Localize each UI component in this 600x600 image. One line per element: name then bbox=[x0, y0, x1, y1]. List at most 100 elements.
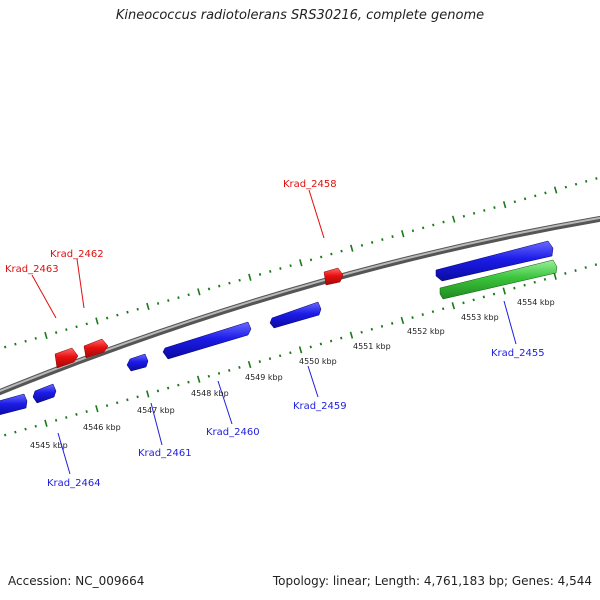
leader-krad-2464 bbox=[57, 432, 71, 475]
gene-label-krad-2455[interactable]: Krad_2455 bbox=[491, 348, 545, 359]
scale-label-4552: 4552 kbp bbox=[407, 327, 445, 336]
minor-tick bbox=[258, 360, 261, 364]
gene-krad-2465-partial[interactable] bbox=[0, 393, 28, 416]
minor-tick bbox=[320, 255, 323, 259]
major-tick bbox=[146, 390, 150, 398]
major-tick bbox=[349, 331, 354, 339]
minor-tick bbox=[24, 339, 27, 343]
minor-tick bbox=[340, 336, 343, 340]
gene-krad-2462[interactable] bbox=[83, 338, 109, 359]
major-tick bbox=[350, 244, 354, 252]
leader-krad-2462 bbox=[76, 258, 85, 309]
minor-tick bbox=[564, 185, 568, 189]
minor-tick bbox=[309, 258, 313, 262]
major-tick bbox=[44, 419, 48, 427]
gene-krad-2464[interactable] bbox=[32, 383, 57, 404]
minor-tick bbox=[309, 345, 312, 349]
minor-tick bbox=[370, 327, 374, 331]
minor-tick bbox=[65, 328, 68, 332]
minor-tick bbox=[34, 336, 37, 340]
accession-label: Accession: NC_009664 bbox=[8, 574, 145, 588]
minor-tick bbox=[493, 206, 496, 209]
minor-tick bbox=[14, 430, 17, 434]
minor-tick bbox=[482, 295, 486, 299]
minor-tick bbox=[523, 283, 526, 287]
gene-label-krad-2464[interactable]: Krad_2464 bbox=[47, 478, 101, 489]
label-leader-lines bbox=[31, 189, 517, 475]
leader-krad-2455 bbox=[503, 300, 517, 345]
major-tick bbox=[197, 288, 201, 296]
major-tick bbox=[248, 273, 252, 281]
minor-tick bbox=[156, 302, 160, 305]
major-tick bbox=[247, 360, 252, 369]
minor-tick bbox=[54, 418, 58, 422]
map-title: Kineococcus radiotolerans SRS30216, comp… bbox=[115, 8, 485, 23]
gene-rna[interactable] bbox=[439, 259, 558, 300]
minor-tick bbox=[167, 299, 170, 302]
leader-krad-2458 bbox=[308, 189, 325, 239]
minor-tick bbox=[513, 200, 517, 204]
scale-label-4545: 4545 kbp bbox=[30, 441, 68, 450]
major-tick bbox=[502, 287, 506, 295]
minor-tick bbox=[289, 351, 292, 355]
major-tick bbox=[146, 302, 150, 311]
gene-krad-2461[interactable] bbox=[126, 353, 149, 372]
gene-krad-2459[interactable] bbox=[269, 301, 322, 329]
genome-backbone-highlight bbox=[0, 216, 600, 393]
gene-label-krad-2462[interactable]: Krad_2462 bbox=[50, 249, 104, 260]
gene-label-krad-2460[interactable]: Krad_2460 bbox=[206, 427, 260, 438]
minor-tick bbox=[75, 325, 78, 329]
scale-labels: 4545 kbp 4546 kbp 4547 kbp 4548 kbp 4549… bbox=[30, 298, 555, 450]
gene-krad-2463[interactable] bbox=[54, 347, 79, 369]
minor-tick bbox=[75, 413, 78, 416]
genome-backbone bbox=[0, 215, 600, 396]
gene-label-krad-2461[interactable]: Krad_2461 bbox=[138, 448, 192, 459]
minor-tick bbox=[380, 324, 384, 328]
minor-tick bbox=[441, 307, 445, 311]
minor-tick bbox=[421, 313, 424, 316]
gene-label-krad-2463[interactable]: Krad_2463 bbox=[5, 264, 59, 275]
minor-tick bbox=[340, 249, 343, 253]
minor-tick bbox=[268, 357, 272, 361]
gene-labels: Krad_2458 Krad_2462 Krad_2463 Krad_2455 … bbox=[5, 179, 545, 489]
minor-tick bbox=[238, 278, 241, 282]
minor-tick bbox=[574, 182, 578, 186]
scale-label-4547: 4547 kbp bbox=[137, 406, 175, 415]
scale-label-4551: 4551 kbp bbox=[353, 342, 391, 351]
minor-tick bbox=[34, 424, 37, 428]
gene-krad-2455[interactable] bbox=[435, 240, 554, 282]
gene-krad-2460[interactable] bbox=[162, 321, 252, 360]
gene-label-krad-2458[interactable]: Krad_2458 bbox=[283, 179, 337, 190]
minor-tick bbox=[126, 310, 129, 314]
minor-tick bbox=[585, 179, 588, 183]
lower-tick-line bbox=[4, 263, 598, 437]
minor-tick bbox=[228, 281, 231, 285]
gene-label-krad-2459[interactable]: Krad_2459 bbox=[293, 401, 347, 412]
major-tick bbox=[401, 230, 405, 238]
scale-label-4549: 4549 kbp bbox=[245, 373, 283, 382]
minor-tick bbox=[136, 395, 139, 399]
minor-tick bbox=[238, 366, 241, 369]
minor-tick bbox=[126, 398, 129, 402]
minor-tick bbox=[564, 272, 567, 275]
major-tick bbox=[95, 405, 99, 413]
minor-tick bbox=[177, 383, 180, 387]
minor-tick bbox=[381, 238, 384, 241]
scale-label-4554: 4554 kbp bbox=[517, 298, 555, 307]
minor-tick bbox=[228, 369, 231, 372]
leader-krad-2460 bbox=[217, 380, 233, 425]
gene-krad-2458[interactable] bbox=[323, 267, 344, 286]
minor-tick bbox=[595, 177, 598, 180]
minor-tick bbox=[411, 229, 415, 233]
minor-tick bbox=[187, 380, 190, 384]
minor-tick bbox=[523, 197, 527, 201]
minor-tick bbox=[360, 330, 363, 334]
minor-tick bbox=[544, 191, 547, 195]
minor-tick bbox=[4, 345, 7, 349]
major-tick bbox=[196, 375, 201, 383]
minor-tick bbox=[289, 264, 292, 268]
minor-tick bbox=[472, 298, 475, 302]
major-tick bbox=[553, 272, 557, 280]
minor-tick bbox=[431, 310, 435, 314]
minor-tick bbox=[177, 296, 180, 300]
